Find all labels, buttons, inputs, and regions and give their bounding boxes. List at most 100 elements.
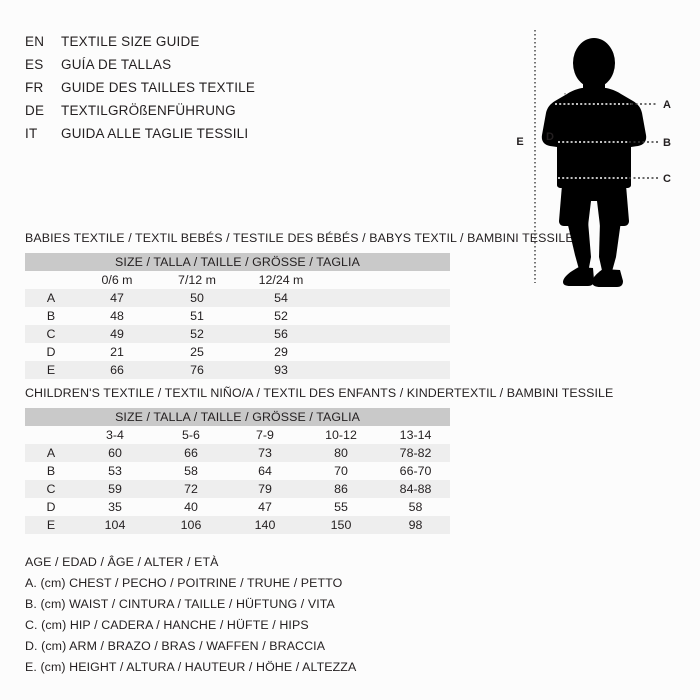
row-label: B xyxy=(46,309,56,323)
babies-spacer-cell xyxy=(325,271,450,289)
legend-line-c-hip: C. (cm) HIP / CADERA / HANCHE / HÜFTE / … xyxy=(25,618,309,632)
cell-value: 29 xyxy=(274,345,288,359)
table-row: D 35 40 47 55 58 xyxy=(25,498,450,516)
babies-size-bar-row: SIZE / TALLA / TAILLE / GRÖSSE / TAGLIA xyxy=(25,253,450,271)
cell-value: 64 xyxy=(258,464,272,478)
children-column-header-row: 3-4 5-6 7-9 10-12 13-14 xyxy=(25,426,450,444)
row-label: B xyxy=(46,464,56,478)
row-label: D xyxy=(46,500,56,514)
cell-empty xyxy=(325,361,450,379)
cell-value: 86 xyxy=(301,480,381,498)
table-row: E 66 76 93 xyxy=(25,361,450,379)
cell-empty xyxy=(325,343,450,361)
cell-value: 40 xyxy=(184,500,198,514)
legend-line-e-height: E. (cm) HEIGHT / ALTURA / HAUTEUR / HÖHE… xyxy=(25,660,357,674)
cell-value: 47 xyxy=(258,500,272,514)
cell-value: 70 xyxy=(334,464,348,478)
legend-line-b-waist: B. (cm) WAIST / CINTURA / TAILLE / HÜFTU… xyxy=(25,597,335,611)
language-header-list: EN TEXTILE SIZE GUIDE ES GUÍA DE TALLAS … xyxy=(25,34,255,149)
babies-section-title: BABIES TEXTILE / TEXTIL BEBÉS / TESTILE … xyxy=(25,231,574,245)
cell-empty xyxy=(325,289,450,307)
marker-label-b: B xyxy=(663,137,671,149)
table-row: E 104 106 140 150 98 xyxy=(25,516,451,534)
children-column-header: 10-12 xyxy=(325,428,357,442)
language-title: GUIDA ALLE TAGLIE TESSILI xyxy=(61,126,249,141)
cell-value: 80 xyxy=(301,444,381,462)
children-corner-cell xyxy=(25,426,77,444)
babies-column-header: 12/24 m xyxy=(258,273,304,287)
children-column-header: 3-4 xyxy=(106,428,124,442)
babies-size-bar-label: SIZE / TALLA / TAILLE / GRÖSSE / TAGLIA xyxy=(25,253,450,271)
table-row: B 53 58 64 70 66-70 xyxy=(25,462,450,480)
cell-value: 55 xyxy=(334,500,348,514)
language-code: FR xyxy=(25,80,44,95)
cell-value: 104 xyxy=(77,516,153,534)
language-title: GUÍA DE TALLAS xyxy=(61,57,172,72)
cell-value: 25 xyxy=(190,345,204,359)
cell-value: 93 xyxy=(237,361,325,379)
marker-label-a: A xyxy=(663,99,671,111)
cell-value: 72 xyxy=(153,480,229,498)
cell-value: 58 xyxy=(184,464,198,478)
cell-value: 53 xyxy=(108,464,122,478)
marker-label-d: D xyxy=(546,131,554,143)
cell-value: 21 xyxy=(110,345,124,359)
cell-value: 35 xyxy=(108,500,122,514)
cell-value: 76 xyxy=(157,361,237,379)
row-label: C xyxy=(25,325,77,343)
marker-label-e: E xyxy=(516,136,523,148)
cell-value: 84-88 xyxy=(381,480,451,498)
babies-size-section: BABIES TEXTILE / TEXTIL BEBÉS / TESTILE … xyxy=(25,231,574,379)
children-column-header: 5-6 xyxy=(182,428,200,442)
language-code: IT xyxy=(25,126,38,141)
language-row-it: IT GUIDA ALLE TAGLIE TESSILI xyxy=(25,126,255,149)
child-silhouette xyxy=(541,38,647,287)
cell-value: 140 xyxy=(229,516,301,534)
language-title: TEXTILE SIZE GUIDE xyxy=(61,34,200,49)
children-size-table: SIZE / TALLA / TAILLE / GRÖSSE / TAGLIA … xyxy=(25,408,451,534)
size-diagram: A B C D E xyxy=(495,25,695,290)
cell-value: 47 xyxy=(77,289,157,307)
table-row: D 21 25 29 xyxy=(25,343,450,361)
language-row-fr: FR GUIDE DES TAILLES TEXTILE xyxy=(25,80,255,103)
language-row-de: DE TEXTILGRÖßENFÜHRUNG xyxy=(25,103,255,126)
children-column-header: 7-9 xyxy=(256,428,274,442)
row-label: A xyxy=(25,444,77,462)
cell-value: 48 xyxy=(110,309,124,323)
measurement-legend: AGE / EDAD / ÂGE / ALTER / ETÀ A. (cm) C… xyxy=(25,552,356,678)
cell-value: 150 xyxy=(301,516,381,534)
language-code: EN xyxy=(25,34,45,49)
legend-line-age: AGE / EDAD / ÂGE / ALTER / ETÀ xyxy=(25,555,219,569)
table-row: C 49 52 56 xyxy=(25,325,450,343)
cell-value: 66-70 xyxy=(399,464,432,478)
cell-value: 58 xyxy=(408,500,423,514)
cell-value: 50 xyxy=(157,289,237,307)
cell-value: 56 xyxy=(237,325,325,343)
row-label: A xyxy=(25,289,77,307)
cell-value: 106 xyxy=(153,516,229,534)
language-code: DE xyxy=(25,103,45,118)
table-row: C 59 72 79 86 84-88 xyxy=(25,480,451,498)
children-size-bar-row: SIZE / TALLA / TAILLE / GRÖSSE / TAGLIA xyxy=(25,408,451,426)
row-label: E xyxy=(25,516,77,534)
table-row: A 47 50 54 xyxy=(25,289,450,307)
cell-empty xyxy=(325,307,450,325)
table-row: A 60 66 73 80 78-82 xyxy=(25,444,451,462)
children-size-section: CHILDREN'S TEXTILE / TEXTIL NIÑO/A / TEX… xyxy=(25,386,613,534)
cell-value: 66 xyxy=(77,361,157,379)
cell-value: 59 xyxy=(77,480,153,498)
children-column-header: 13-14 xyxy=(399,428,432,442)
children-size-bar-label: SIZE / TALLA / TAILLE / GRÖSSE / TAGLIA xyxy=(25,408,451,426)
marker-label-c: C xyxy=(663,173,671,185)
cell-value: 60 xyxy=(77,444,153,462)
babies-corner-cell xyxy=(25,271,77,289)
row-label: E xyxy=(25,361,77,379)
cell-value: 54 xyxy=(237,289,325,307)
cell-value: 98 xyxy=(381,516,451,534)
babies-column-header: 0/6 m xyxy=(101,273,133,287)
babies-column-header-row: 0/6 m 7/12 m 12/24 m xyxy=(25,271,450,289)
cell-value: 49 xyxy=(77,325,157,343)
cell-value: 78-82 xyxy=(381,444,451,462)
cell-value: 73 xyxy=(229,444,301,462)
legend-line-d-arm: D. (cm) ARM / BRAZO / BRAS / WAFFEN / BR… xyxy=(25,639,326,653)
